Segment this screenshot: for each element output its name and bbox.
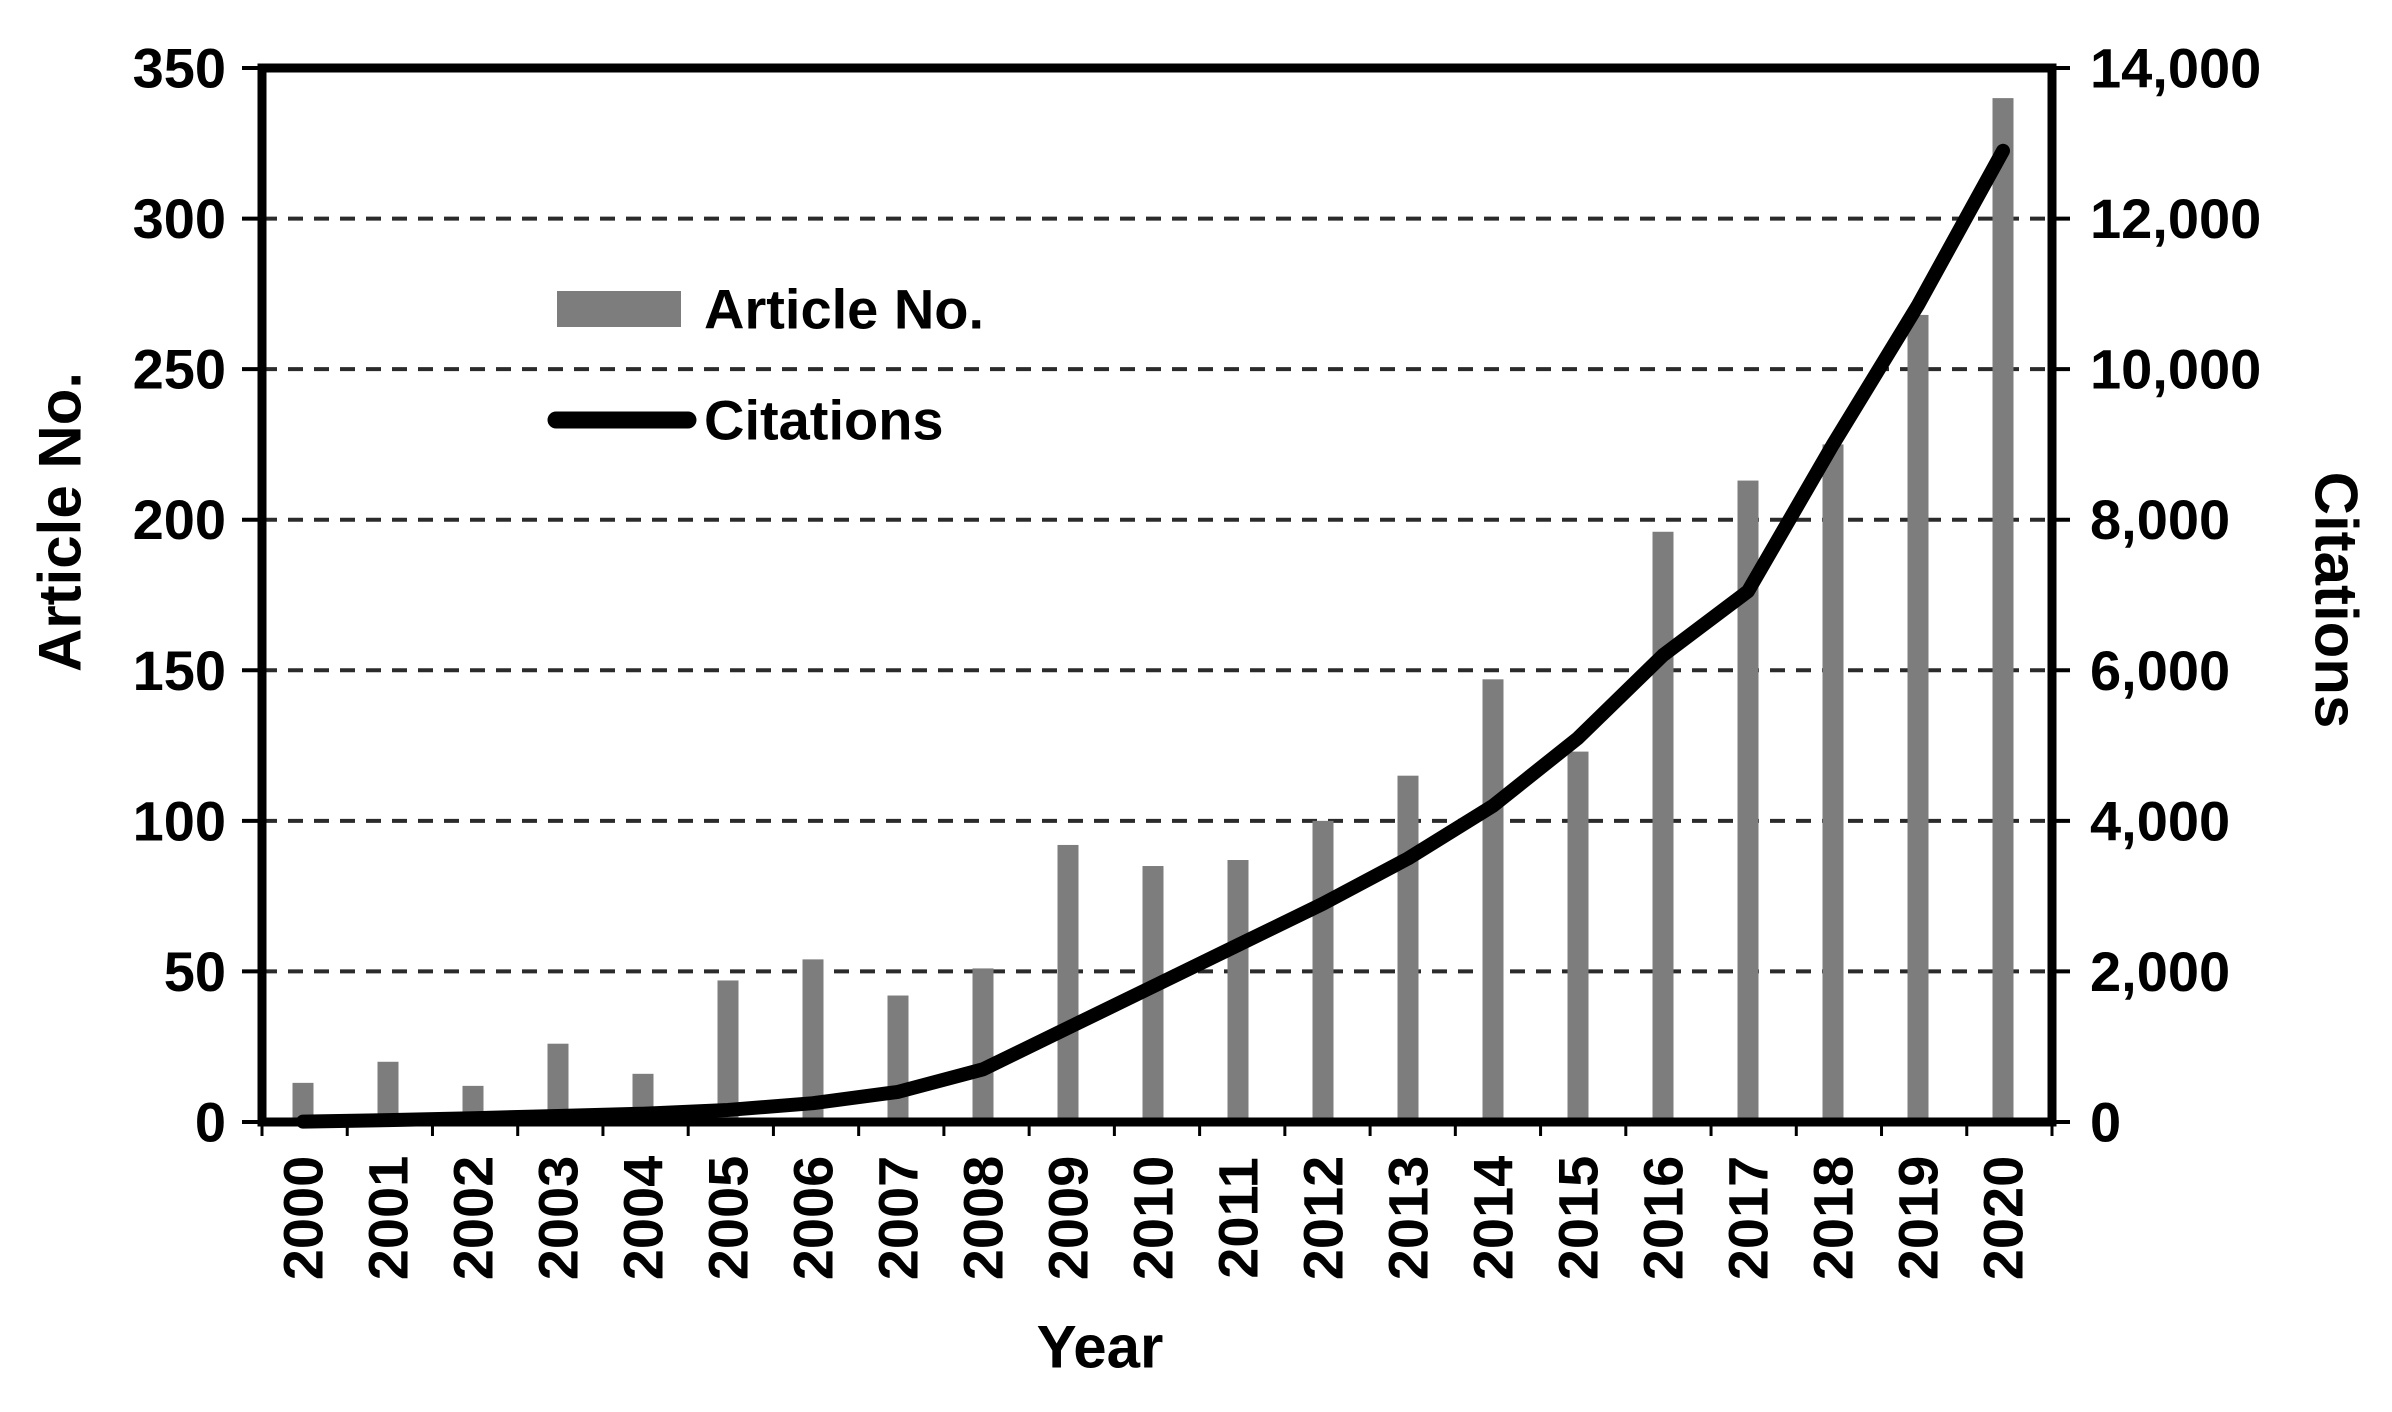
bar-2020 xyxy=(1992,98,2014,1123)
x-label-2001: 2001 xyxy=(357,1156,420,1281)
bar-2014 xyxy=(1482,679,1504,1122)
y-axis-left-title: Article No. xyxy=(27,372,94,672)
legend-bar-swatch xyxy=(557,291,681,327)
bar-2005 xyxy=(717,980,739,1122)
bar-2019 xyxy=(1907,314,1929,1122)
bar-series xyxy=(292,98,2014,1123)
x-label-2015: 2015 xyxy=(1547,1156,1610,1281)
x-label-2000: 2000 xyxy=(272,1156,335,1281)
bar-2011 xyxy=(1227,860,1249,1122)
x-label-2003: 2003 xyxy=(527,1156,590,1281)
x-label-2002: 2002 xyxy=(442,1156,505,1281)
y-left-label-250: 250 xyxy=(133,338,226,401)
y-left-label-50: 50 xyxy=(164,940,226,1003)
x-label-2014: 2014 xyxy=(1462,1156,1525,1281)
x-label-2020: 2020 xyxy=(1972,1156,2035,1281)
x-label-2006: 2006 xyxy=(782,1156,845,1281)
bar-2017 xyxy=(1737,480,1759,1123)
y-axis-right-tick-labels: 0 2,000 4,000 6,000 8,000 10,000 12,000 14,000 xyxy=(2090,37,2261,1154)
y-right-label-2,000: 2,000 xyxy=(2090,940,2230,1003)
x-label-2011: 2011 xyxy=(1207,1157,1270,1279)
x-label-2016: 2016 xyxy=(1632,1156,1695,1281)
y-axis-left-tick-labels: 0 50 100 150 200 250 300 350 xyxy=(133,37,226,1154)
y-right-label-10,000: 10,000 xyxy=(2090,338,2261,401)
x-label-2009: 2009 xyxy=(1037,1156,1100,1281)
y-right-label-6,000: 6,000 xyxy=(2090,639,2230,702)
y-left-label-350: 350 xyxy=(133,37,226,100)
y-axis-right-title: Citations xyxy=(2303,472,2370,729)
x-label-2018: 2018 xyxy=(1802,1156,1865,1281)
x-label-2008: 2008 xyxy=(952,1156,1015,1281)
bar-2013 xyxy=(1397,775,1419,1122)
y-right-label-14,000: 14,000 xyxy=(2090,37,2261,100)
citations-line xyxy=(296,143,2010,1129)
y-right-label-0: 0 xyxy=(2090,1091,2121,1154)
y-right-label-8,000: 8,000 xyxy=(2090,488,2230,551)
bar-2007 xyxy=(887,995,909,1122)
x-axis-title: Year xyxy=(1037,1314,1164,1381)
y-right-label-4,000: 4,000 xyxy=(2090,789,2230,852)
x-label-2004: 2004 xyxy=(612,1156,675,1281)
legend-label-citations: Citations xyxy=(704,389,944,452)
y-left-label-300: 300 xyxy=(133,187,226,250)
y-left-label-0: 0 xyxy=(195,1091,226,1154)
bar-2003 xyxy=(547,1043,569,1122)
y-left-label-100: 100 xyxy=(133,789,226,852)
legend: Article No. Citations xyxy=(547,278,984,452)
x-label-2013: 2013 xyxy=(1377,1156,1440,1281)
x-label-2012: 2012 xyxy=(1292,1156,1355,1281)
x-label-2010: 2010 xyxy=(1122,1156,1185,1281)
x-label-2017: 2017 xyxy=(1717,1156,1780,1281)
x-label-2005: 2005 xyxy=(697,1156,760,1281)
bar-2008 xyxy=(972,968,994,1122)
bar-2015 xyxy=(1567,751,1589,1122)
y-right-label-12,000: 12,000 xyxy=(2090,187,2261,250)
y-left-label-150: 150 xyxy=(133,639,226,702)
bar-2012 xyxy=(1312,820,1334,1122)
line-series xyxy=(296,143,2010,1129)
x-axis-tick-labels: 2000 2001 2002 2003 2004 2005 2006 2007 2008 2009… xyxy=(272,1156,2035,1281)
gridlines xyxy=(262,216,2052,974)
bar-2009 xyxy=(1057,844,1079,1122)
bar-2018 xyxy=(1822,444,1844,1122)
y-left-label-200: 200 xyxy=(133,488,226,551)
plot-frame xyxy=(257,63,2057,1127)
bar-2001 xyxy=(377,1061,399,1122)
bar-2016 xyxy=(1652,531,1674,1122)
legend-label-article-no: Article No. xyxy=(704,278,984,341)
x-label-2007: 2007 xyxy=(867,1156,930,1281)
x-label-2019: 2019 xyxy=(1887,1156,1950,1281)
bar-2006 xyxy=(802,959,824,1122)
bar-2000 xyxy=(292,1082,314,1122)
